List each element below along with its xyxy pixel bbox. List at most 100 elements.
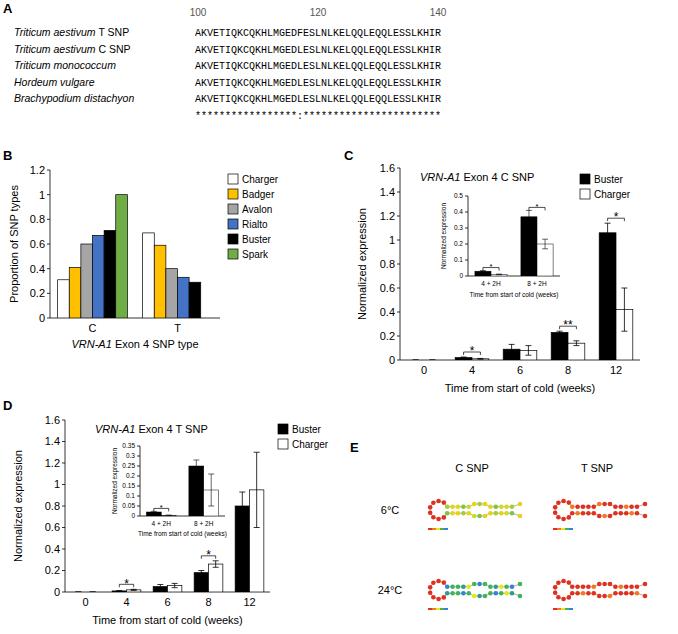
nucleotide: [581, 511, 586, 516]
y-tick: [62, 592, 65, 593]
error-bar: [198, 571, 204, 575]
x-tick-label: 12: [610, 364, 622, 376]
bars: [475, 210, 553, 276]
y-tick-label: 0.8: [45, 500, 60, 512]
nucleotide: [428, 585, 433, 590]
nucleotide: [586, 511, 591, 516]
nucleotide: [570, 505, 575, 510]
y-tick: [137, 486, 140, 487]
nucleotide: [504, 591, 509, 596]
nucleotide: [456, 511, 461, 516]
legend-swatch: [228, 189, 238, 199]
nucleotide: [456, 505, 461, 510]
y-tick-label: 1.6: [45, 414, 60, 426]
significance-label: *: [206, 548, 211, 562]
bar: [71, 592, 85, 593]
y-tick: [62, 441, 65, 442]
y-tick: [47, 268, 50, 269]
bars: [75, 452, 264, 592]
bar: [112, 591, 126, 592]
bar: [58, 280, 70, 318]
nucleotide: [570, 591, 575, 596]
text-part: Time: [92, 614, 119, 626]
backbone: [430, 501, 520, 519]
y-tick-label: 0.2: [454, 240, 463, 247]
x-tick-label: 4 + 2H: [152, 520, 172, 527]
y-axis-title: Normalized expression: [111, 448, 119, 514]
nucleotide: [461, 505, 466, 510]
chart: 00.050.10.150.20.250.30.354 + 2H8 + 2HTi…: [111, 442, 227, 538]
nucleotide: [483, 502, 488, 507]
y-tick: [397, 216, 400, 217]
y-tick: [465, 228, 468, 229]
text-part: 4: [492, 171, 501, 183]
nucleotide: [553, 585, 558, 590]
species-name: Brachypodium distachyon: [14, 92, 134, 104]
nucleotide: [436, 499, 441, 504]
nucleotide: [428, 590, 433, 595]
nucleotide: [461, 591, 466, 596]
nucleotide: [608, 514, 613, 519]
y-tick: [465, 212, 468, 213]
y-tick-label: 0: [389, 354, 395, 366]
text-part: start: [500, 291, 514, 298]
legend: ChargerBadgerAvalonRialtoBusterSpark: [228, 174, 279, 260]
y-tick: [137, 496, 140, 497]
y-tick-label: 0.8: [380, 258, 395, 270]
error-bar: [172, 583, 178, 587]
panel-label: E: [350, 440, 359, 455]
nucleotide: [518, 594, 523, 599]
nucleotide: [592, 585, 597, 590]
nucleotide: [602, 514, 607, 519]
legend-swatch: [278, 424, 288, 434]
chart-title: VRN-A1 Exon 4 T SNP: [95, 423, 208, 435]
y-axis-title: Proportion of SNP types: [8, 185, 20, 303]
alignment-panel: ATriticum aestivum T SNPAKVETIQKCQKHLMGE…: [3, 1, 447, 122]
x-tick-label: T: [174, 322, 181, 334]
y-tick: [137, 446, 140, 447]
nucleotide: [472, 582, 477, 587]
ruler-label: 120: [310, 7, 327, 18]
y-tick-label: 0.25: [122, 462, 135, 469]
y-tick-label: 0.2: [30, 287, 45, 299]
y-tick-label: 0: [39, 312, 45, 324]
nucleotide: [561, 579, 566, 584]
y-tick-label: 1.2: [45, 457, 60, 469]
legend-label: Badger: [242, 189, 275, 200]
text-part: of: [169, 614, 181, 626]
error-bar: [573, 341, 579, 346]
error-bar: [496, 274, 502, 276]
x-tick-label: 6: [164, 596, 170, 608]
error-bar: [429, 360, 435, 361]
color-key: [561, 528, 565, 530]
nucleotide: [467, 511, 472, 516]
nucleotide: [456, 591, 461, 596]
nucleotide: [436, 597, 441, 602]
nucleotide: [483, 582, 488, 587]
text-part: cold: [534, 382, 557, 394]
bar: [599, 233, 616, 360]
text-part: C: [98, 43, 109, 55]
y-tick: [62, 420, 65, 421]
nucleotide: [510, 591, 515, 596]
legend-label: Buster: [594, 174, 624, 185]
y-axis-title: Normalized expression: [356, 208, 368, 320]
legend-label: Rialto: [242, 219, 268, 230]
y-tick: [47, 244, 50, 245]
bar: [104, 230, 116, 318]
x-axis-title: Time from start of cold (weeks): [138, 530, 227, 538]
text-part: Time: [445, 382, 472, 394]
nucleotide: [629, 585, 634, 590]
significance-label: *: [470, 344, 475, 358]
nucleotide: [561, 517, 566, 522]
error-bar: [75, 592, 81, 593]
nucleotide: [494, 591, 499, 596]
y-tick-label: 1: [389, 234, 395, 246]
species-name: Triticum aestivum C SNP: [14, 43, 131, 55]
nucleotide: [461, 511, 466, 516]
legend-label: Charger: [594, 189, 631, 200]
color-key: [557, 528, 561, 530]
bar: [551, 332, 568, 360]
y-tick: [47, 293, 50, 294]
nucleotide: [499, 585, 504, 590]
